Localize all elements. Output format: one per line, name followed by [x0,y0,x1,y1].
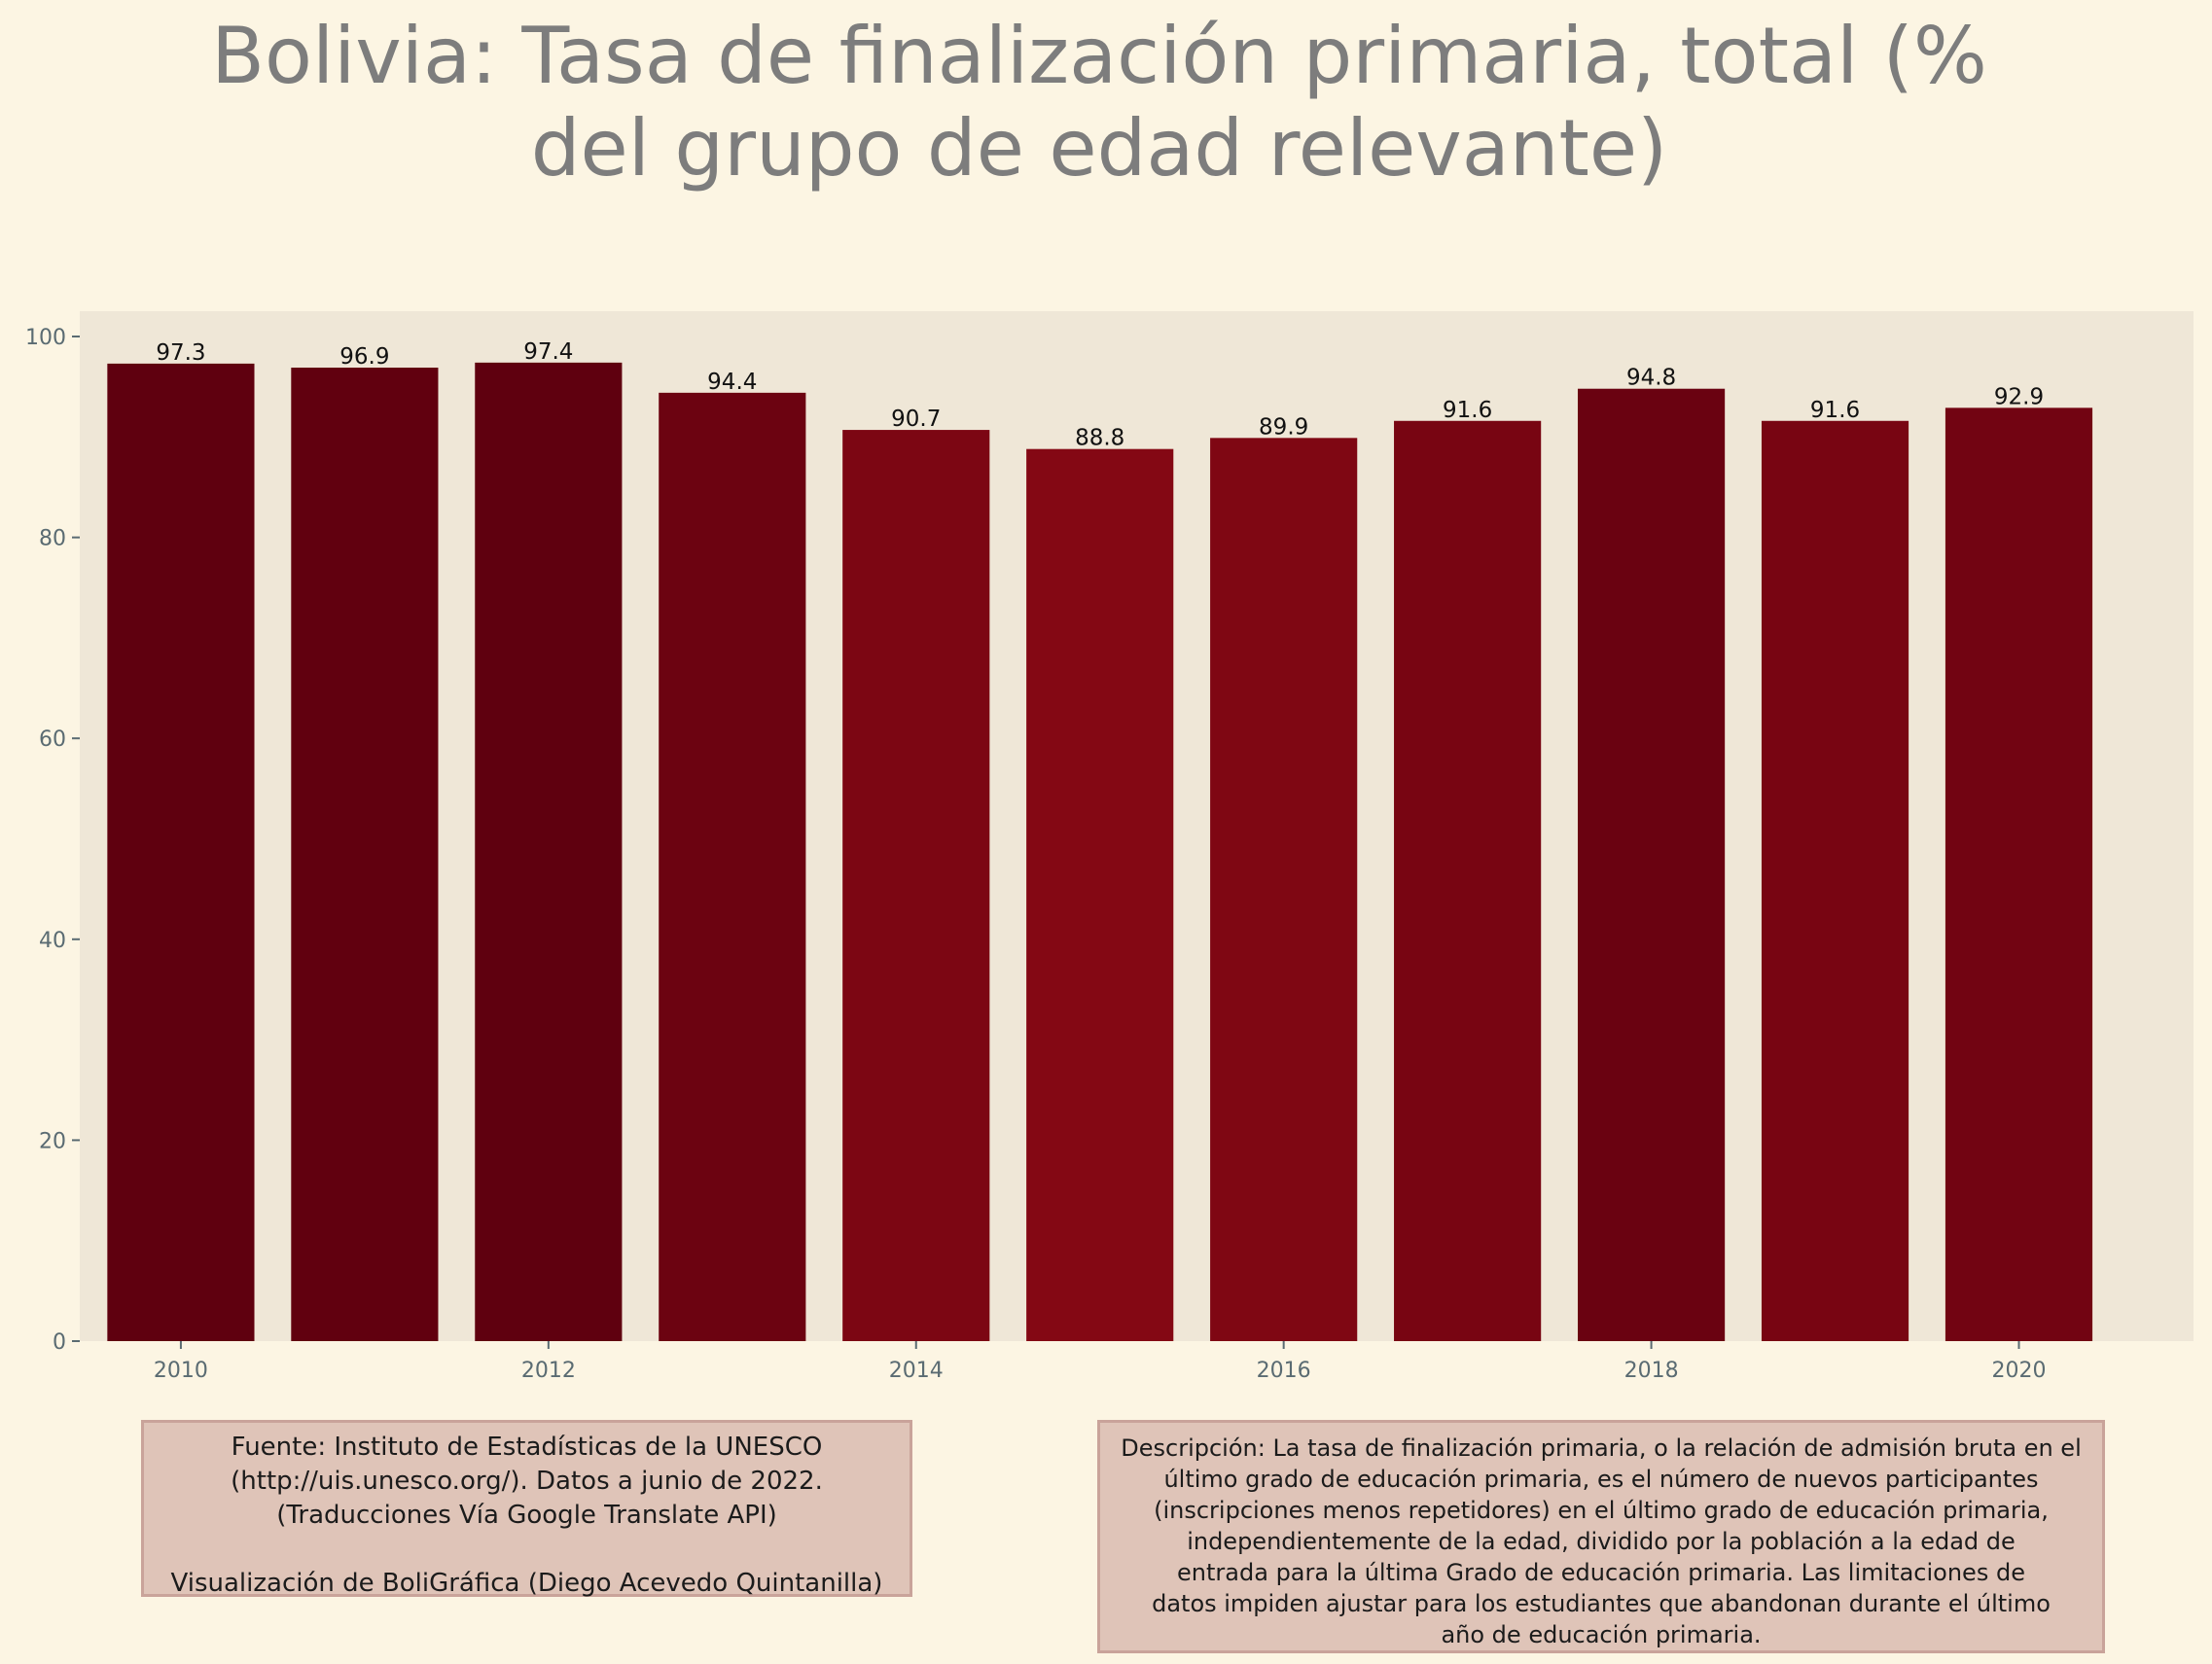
bar-2010 [107,363,255,1341]
source-line: Fuente: Instituto de Estadísticas de la … [231,1433,823,1462]
x-tick-label-2012: 2012 [521,1359,576,1383]
y-tick-label-20: 20 [39,1129,66,1153]
source-line: (Traducciones Vía Google Translate API) [276,1501,777,1530]
source-spacer [154,1533,900,1567]
y-tick-label-0: 0 [53,1330,66,1355]
description-line: Descripción: La tasa de finalización pri… [1121,1434,2082,1462]
bar-chart: 97.3 96.9 97.4 94.4 90.7 88.8 89.9 91.6 94.8 91.6… [25,311,2194,1383]
x-tick-label-2014: 2014 [889,1359,944,1383]
bar-2020 [1944,407,2093,1341]
value-label-2020: 92.9 [1994,384,2044,409]
description-line: último grado de educación primaria, es e… [1163,1466,2039,1493]
axis-layer: 0 20 40 60 80 100 2010 2012 2014 2016 2018 2020 [25,326,2046,1383]
bar-2011 [291,368,439,1341]
description-line: independientemente de la edad, dividido … [1187,1528,2016,1555]
value-label-2018: 94.8 [1626,366,1676,391]
value-label-2017: 91.6 [1443,398,1492,423]
bar-2013 [659,392,806,1341]
credit-line: Visualización de BoliGráfica (Diego Acev… [170,1569,883,1598]
value-label-2016: 89.9 [1259,414,1308,440]
value-label-2015: 88.8 [1075,426,1124,451]
bar-2019 [1761,420,1909,1342]
description-line: (inscripciones menos repetidores) en el … [1154,1497,2049,1524]
value-label-2019: 91.6 [1810,398,1860,423]
description-line: entrada para la última Grado de educació… [1177,1559,2025,1586]
bar-2018 [1577,388,1726,1341]
bar-2017 [1394,420,1542,1342]
x-tick-label-2018: 2018 [1624,1359,1679,1383]
description-box: Descripción: La tasa de finalización pri… [1097,1420,2105,1653]
y-tick-label-80: 80 [39,527,66,551]
bar-2012 [475,362,623,1341]
value-labels-layer: 97.3 96.9 97.4 94.4 90.7 88.8 89.9 91.6 94.8 91.6… [156,339,2044,451]
value-label-2012: 97.4 [523,339,573,365]
bar-2015 [1026,448,1174,1341]
x-tick-label-2020: 2020 [1991,1359,2046,1383]
bars-layer [107,362,2093,1342]
y-tick-label-60: 60 [39,727,66,752]
y-tick-label-40: 40 [39,929,66,953]
x-tick-label-2010: 2010 [154,1359,208,1383]
source-box: Fuente: Instituto de Estadísticas de la … [141,1420,912,1598]
description-line: año de educación primaria. [1441,1621,1762,1648]
chart-title: Bolivia: Tasa de finalización primaria, … [211,11,1987,194]
source-line: (http://uis.unesco.org/). Datos a junio … [231,1467,823,1496]
description-line: datos impiden ajustar para los estudiant… [1152,1590,2051,1617]
y-tick-label-100: 100 [25,326,66,350]
value-label-2010: 97.3 [156,340,205,366]
bar-2016 [1210,438,1358,1341]
value-label-2011: 96.9 [339,344,389,370]
x-tick-label-2016: 2016 [1257,1359,1311,1383]
bar-2014 [842,430,990,1342]
value-label-2013: 94.4 [707,370,757,395]
value-label-2014: 90.7 [891,407,941,432]
